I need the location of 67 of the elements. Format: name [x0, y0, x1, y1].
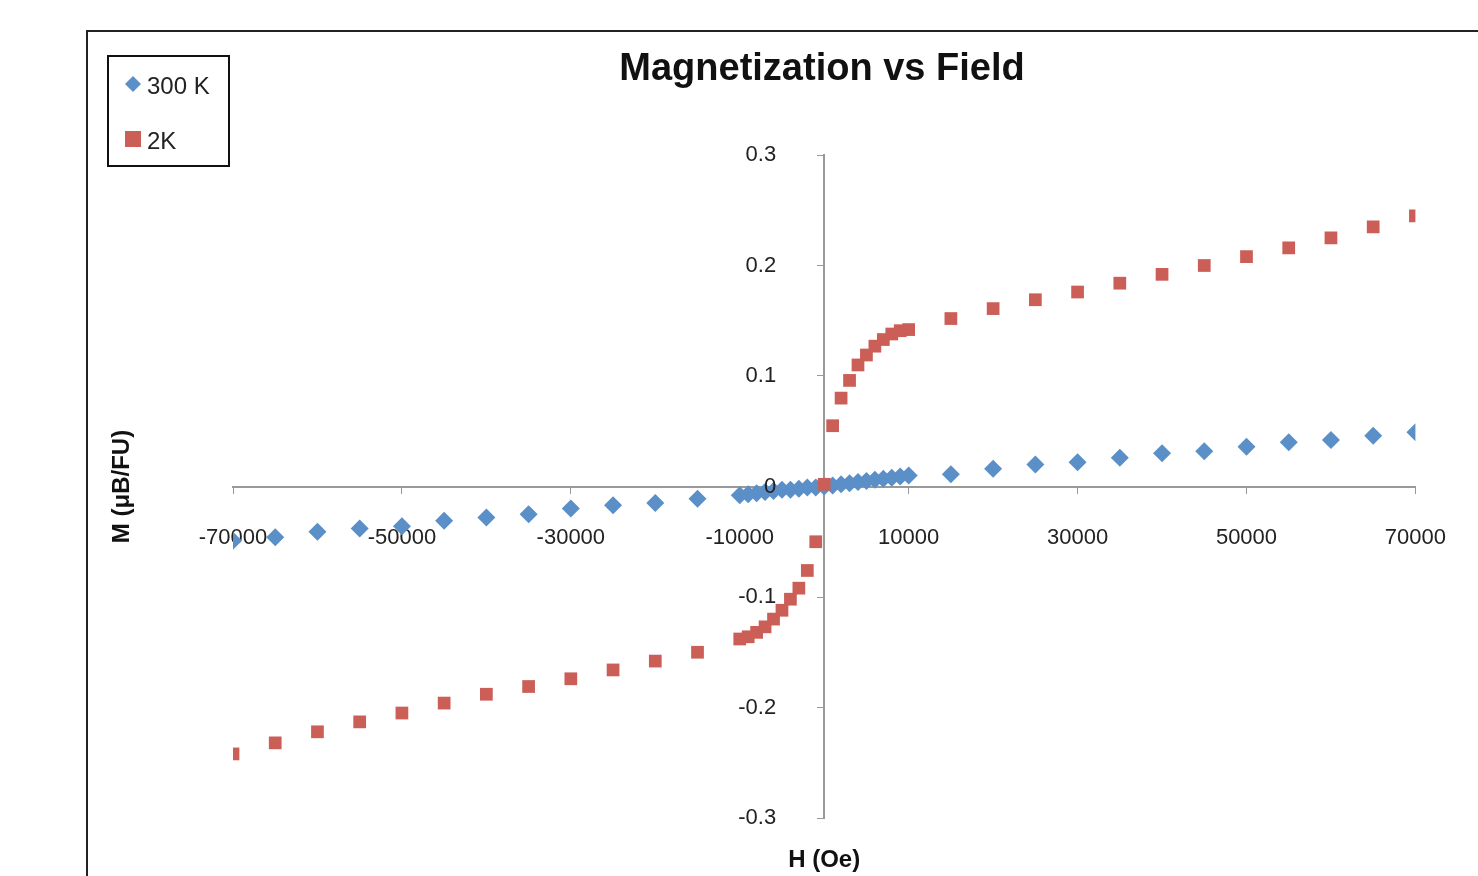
- point: [435, 511, 454, 530]
- point: [1197, 259, 1211, 272]
- point: [800, 564, 814, 577]
- point: [826, 419, 840, 433]
- point: [1153, 444, 1172, 463]
- y-tick-label: -0.2: [738, 693, 777, 719]
- point: [984, 459, 1003, 478]
- legend-label: 300 K: [147, 71, 210, 99]
- point: [353, 715, 367, 729]
- x-tick-label: -30000: [536, 523, 606, 549]
- y-tick-label: -0.1: [738, 583, 777, 609]
- point: [1237, 437, 1256, 456]
- point: [784, 592, 797, 606]
- point: [1113, 276, 1127, 290]
- point: [1282, 241, 1296, 255]
- y-axis-title: M (μB/FU): [106, 429, 134, 544]
- x-tick-label: 10000: [878, 523, 940, 549]
- point: [1366, 220, 1380, 234]
- chart-title: Magnetization vs Field: [619, 46, 1025, 89]
- point: [266, 528, 285, 547]
- point: [986, 302, 1000, 315]
- point: [1195, 442, 1214, 461]
- point: [941, 465, 960, 484]
- point: [1279, 433, 1298, 452]
- point: [1240, 250, 1253, 264]
- point: [688, 489, 707, 508]
- y-tick-label: 0.1: [745, 362, 777, 388]
- point: [843, 374, 856, 387]
- point: [792, 581, 806, 595]
- point: [480, 687, 493, 701]
- y-tick-label: -0.3: [738, 804, 777, 830]
- legend-label: 2K: [147, 126, 177, 154]
- x-tick-label: -10000: [705, 523, 775, 549]
- point: [1071, 285, 1084, 299]
- point: [1068, 453, 1087, 472]
- point: [1364, 426, 1383, 445]
- point: [1321, 431, 1340, 450]
- point: [648, 654, 662, 668]
- point: [437, 696, 451, 710]
- point: [268, 736, 282, 750]
- point: [944, 312, 958, 325]
- point: [775, 603, 789, 617]
- x-tick-label: -50000: [367, 523, 437, 549]
- point: [809, 535, 823, 549]
- point: [817, 477, 831, 491]
- point: [350, 519, 369, 538]
- point: [691, 645, 704, 659]
- point: [519, 505, 538, 524]
- point: [564, 672, 578, 686]
- point: [1028, 293, 1042, 307]
- x-tick-label: 30000: [1046, 523, 1109, 549]
- x-tick-label: 50000: [1215, 523, 1278, 549]
- point: [1026, 455, 1045, 474]
- point: [646, 494, 665, 513]
- y-tick-label: 0.2: [745, 251, 777, 277]
- point: [604, 496, 623, 515]
- point: [308, 522, 327, 541]
- y-tick-label: 0.3: [745, 141, 777, 167]
- x-axis-title: H (Oe): [788, 844, 861, 872]
- point: [902, 323, 916, 336]
- point: [477, 508, 496, 527]
- x-tick-label: 70000: [1384, 523, 1447, 549]
- point: [522, 680, 535, 693]
- point: [311, 725, 324, 739]
- point: [561, 499, 580, 518]
- point: [1110, 448, 1129, 467]
- point: [1155, 267, 1169, 281]
